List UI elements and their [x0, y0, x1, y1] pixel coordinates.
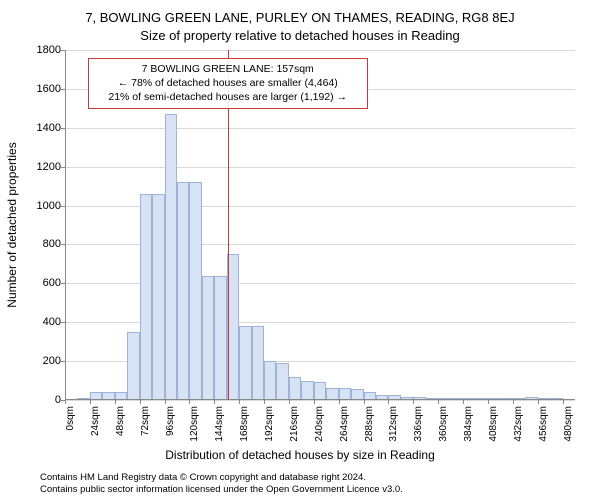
y-tick-label: 1600 — [37, 83, 61, 95]
x-tick-label: 144sqm — [214, 406, 225, 442]
x-tick-label: 264sqm — [339, 406, 350, 442]
histogram-bar — [252, 326, 264, 400]
histogram-bar — [264, 361, 276, 400]
x-tick-mark — [239, 400, 240, 404]
x-tick-label: 408sqm — [488, 406, 499, 442]
histogram-bar — [301, 381, 313, 400]
x-tick-label: 0sqm — [65, 406, 76, 430]
plot-area: 0200400600800100012001400160018000sqm24s… — [65, 50, 575, 400]
x-tick-label: 336sqm — [413, 406, 424, 442]
x-tick-mark — [214, 400, 215, 404]
histogram-bar — [189, 182, 201, 400]
y-tick-label: 1200 — [37, 161, 61, 173]
histogram-bar — [202, 276, 214, 400]
x-tick-mark — [388, 400, 389, 404]
footer-line-1: Contains HM Land Registry data © Crown c… — [40, 472, 403, 484]
histogram-bar — [165, 114, 177, 400]
footer-line-2: Contains public sector information licen… — [40, 484, 403, 496]
histogram-bar — [289, 377, 301, 400]
x-tick-mark — [140, 400, 141, 404]
x-tick-mark — [488, 400, 489, 404]
y-tick-label: 800 — [43, 238, 61, 250]
x-tick-mark — [413, 400, 414, 404]
x-tick-label: 480sqm — [563, 406, 574, 442]
x-tick-label: 48sqm — [115, 406, 126, 436]
x-tick-mark — [65, 400, 66, 404]
y-tick-label: 0 — [55, 394, 61, 406]
annotation-box: 7 BOWLING GREEN LANE: 157sqm← 78% of det… — [88, 58, 368, 109]
y-tick-label: 1800 — [37, 44, 61, 56]
x-tick-mark — [314, 400, 315, 404]
x-tick-mark — [339, 400, 340, 404]
y-axis-label: Number of detached properties — [5, 142, 19, 307]
x-tick-mark — [438, 400, 439, 404]
page-title: 7, BOWLING GREEN LANE, PURLEY ON THAMES,… — [0, 10, 600, 25]
x-tick-mark — [289, 400, 290, 404]
chart-container: 7, BOWLING GREEN LANE, PURLEY ON THAMES,… — [0, 0, 600, 500]
x-tick-label: 384sqm — [463, 406, 474, 442]
x-tick-mark — [165, 400, 166, 404]
x-tick-label: 192sqm — [264, 406, 275, 442]
x-tick-label: 360sqm — [438, 406, 449, 442]
y-axis — [65, 50, 66, 400]
x-tick-label: 168sqm — [239, 406, 250, 442]
x-tick-label: 216sqm — [289, 406, 300, 442]
y-tick-label: 400 — [43, 316, 61, 328]
histogram-bar — [140, 194, 152, 400]
histogram-bar — [276, 363, 288, 400]
x-tick-label: 432sqm — [513, 406, 524, 442]
x-axis — [65, 399, 575, 400]
x-tick-mark — [189, 400, 190, 404]
annotation-line: 7 BOWLING GREEN LANE: 157sqm — [95, 62, 361, 76]
histogram-bar — [239, 326, 251, 400]
x-tick-label: 288sqm — [364, 406, 375, 442]
x-tick-mark — [538, 400, 539, 404]
x-tick-mark — [264, 400, 265, 404]
x-tick-mark — [563, 400, 564, 404]
y-tick-label: 1400 — [37, 122, 61, 134]
x-tick-label: 456sqm — [538, 406, 549, 442]
histogram-bar — [314, 382, 326, 400]
x-tick-label: 120sqm — [189, 406, 200, 442]
grid-line — [65, 128, 575, 129]
x-tick-label: 312sqm — [388, 406, 399, 442]
page-subtitle: Size of property relative to detached ho… — [0, 28, 600, 43]
x-tick-mark — [513, 400, 514, 404]
grid-line — [65, 400, 575, 401]
x-tick-label: 24sqm — [90, 406, 101, 436]
grid-line — [65, 167, 575, 168]
annotation-line: ← 78% of detached houses are smaller (4,… — [95, 76, 361, 90]
y-tick-label: 600 — [43, 277, 61, 289]
histogram-bar — [214, 276, 226, 400]
x-tick-mark — [90, 400, 91, 404]
annotation-line: 21% of semi-detached houses are larger (… — [95, 90, 361, 104]
histogram-bar — [152, 194, 164, 400]
x-tick-mark — [364, 400, 365, 404]
x-tick-mark — [463, 400, 464, 404]
y-tick-label: 200 — [43, 355, 61, 367]
x-tick-mark — [115, 400, 116, 404]
histogram-bar — [177, 182, 189, 400]
x-axis-label: Distribution of detached houses by size … — [0, 448, 600, 462]
x-tick-label: 96sqm — [165, 406, 176, 436]
footer: Contains HM Land Registry data © Crown c… — [40, 472, 403, 496]
grid-line — [65, 50, 575, 51]
x-tick-label: 72sqm — [140, 406, 151, 436]
histogram-bar — [127, 332, 139, 400]
x-tick-label: 240sqm — [314, 406, 325, 442]
y-tick-label: 1000 — [37, 200, 61, 212]
